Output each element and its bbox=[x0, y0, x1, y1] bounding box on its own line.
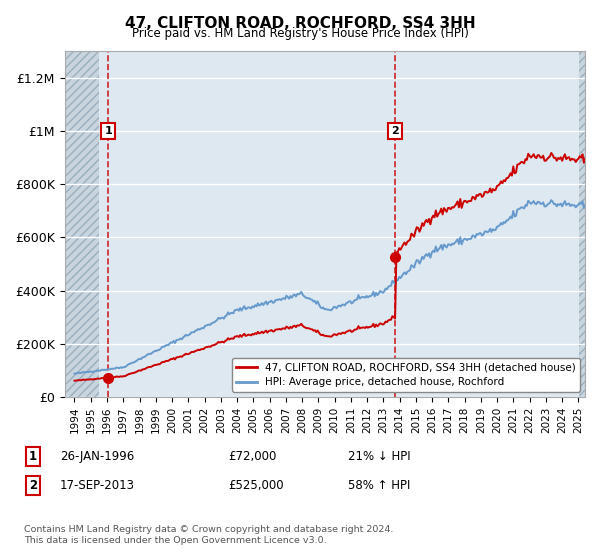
Bar bbox=[65, 52, 99, 397]
Legend: 47, CLIFTON ROAD, ROCHFORD, SS4 3HH (detached house), HPI: Average price, detach: 47, CLIFTON ROAD, ROCHFORD, SS4 3HH (det… bbox=[232, 358, 580, 391]
Text: 26-JAN-1996: 26-JAN-1996 bbox=[60, 450, 134, 463]
Text: Price paid vs. HM Land Registry's House Price Index (HPI): Price paid vs. HM Land Registry's House … bbox=[131, 27, 469, 40]
Text: £525,000: £525,000 bbox=[228, 479, 284, 492]
Bar bbox=[580, 52, 585, 397]
Text: £72,000: £72,000 bbox=[228, 450, 277, 463]
Text: 21% ↓ HPI: 21% ↓ HPI bbox=[348, 450, 410, 463]
Text: 17-SEP-2013: 17-SEP-2013 bbox=[60, 479, 135, 492]
Text: 1: 1 bbox=[29, 450, 37, 463]
Text: 2: 2 bbox=[29, 479, 37, 492]
Text: 47, CLIFTON ROAD, ROCHFORD, SS4 3HH: 47, CLIFTON ROAD, ROCHFORD, SS4 3HH bbox=[125, 16, 475, 31]
Text: 1: 1 bbox=[104, 126, 112, 136]
Text: Contains HM Land Registry data © Crown copyright and database right 2024.
This d: Contains HM Land Registry data © Crown c… bbox=[24, 525, 394, 545]
Text: 58% ↑ HPI: 58% ↑ HPI bbox=[348, 479, 410, 492]
Text: 2: 2 bbox=[391, 126, 399, 136]
